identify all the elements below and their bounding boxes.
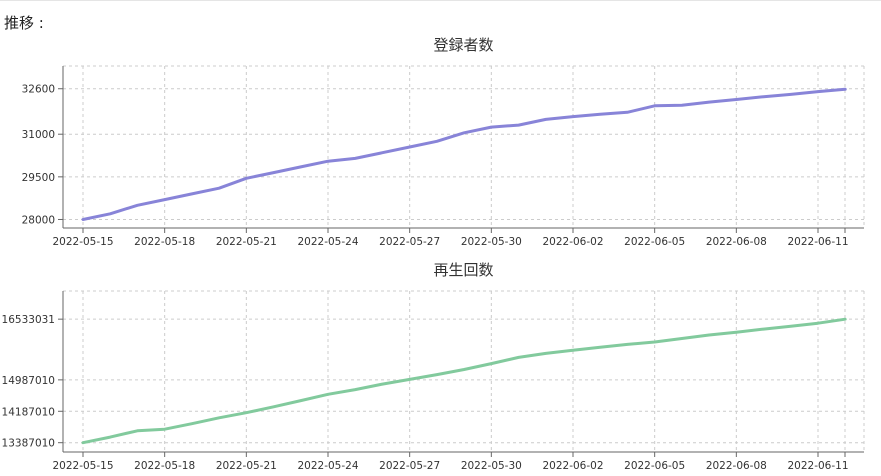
y-tick-label: 28000 (22, 214, 55, 226)
chart-title: 再生回数 (433, 261, 493, 279)
x-tick-label: 2022-05-21 (216, 460, 277, 472)
x-tick-label: 2022-05-18 (134, 460, 195, 472)
x-tick-label: 2022-06-02 (542, 460, 603, 472)
x-tick-label: 2022-06-11 (787, 236, 848, 248)
top-divider (0, 0, 881, 1)
x-tick-label: 2022-06-11 (787, 460, 848, 472)
x-tick-label: 2022-05-30 (461, 236, 522, 248)
x-tick-label: 2022-05-27 (379, 460, 440, 472)
series-line (81, 317, 847, 445)
x-tick-label: 2022-05-18 (134, 236, 195, 248)
y-tick-label: 13387010 (2, 438, 55, 450)
x-tick-label: 2022-05-27 (379, 236, 440, 248)
y-tick-label: 14187010 (2, 406, 55, 418)
x-tick-label: 2022-05-15 (52, 236, 113, 248)
x-tick-label: 2022-05-24 (297, 460, 358, 472)
y-tick-label: 16533031 (2, 314, 55, 326)
x-tick-label: 2022-06-05 (624, 236, 685, 248)
y-tick-label: 14987010 (2, 375, 55, 387)
x-tick-label: 2022-05-15 (52, 460, 113, 472)
views-chart: 再生回数 13387010 14187010 14987010 16533031 2022… (2, 261, 865, 472)
x-tick-label: 2022-05-24 (297, 236, 358, 248)
x-tick-label: 2022-05-21 (216, 236, 277, 248)
x-tick-label: 2022-06-02 (542, 236, 603, 248)
x-tick-label: 2022-06-08 (706, 236, 767, 248)
series-line (81, 87, 847, 221)
x-tick-label: 2022-06-05 (624, 460, 685, 472)
x-tick-label: 2022-05-30 (461, 460, 522, 472)
y-tick-label: 29500 (22, 172, 55, 184)
y-tick-label: 32600 (22, 84, 55, 96)
section-heading: 推移 : (4, 14, 44, 32)
chart-title: 登録者数 (433, 36, 493, 54)
x-tick-label: 2022-06-08 (706, 460, 767, 472)
subscribers-chart: 登録者数 28000 29500 31000 32600 2022-05-15 2022-0… (22, 36, 865, 248)
y-tick-label: 31000 (22, 129, 55, 141)
